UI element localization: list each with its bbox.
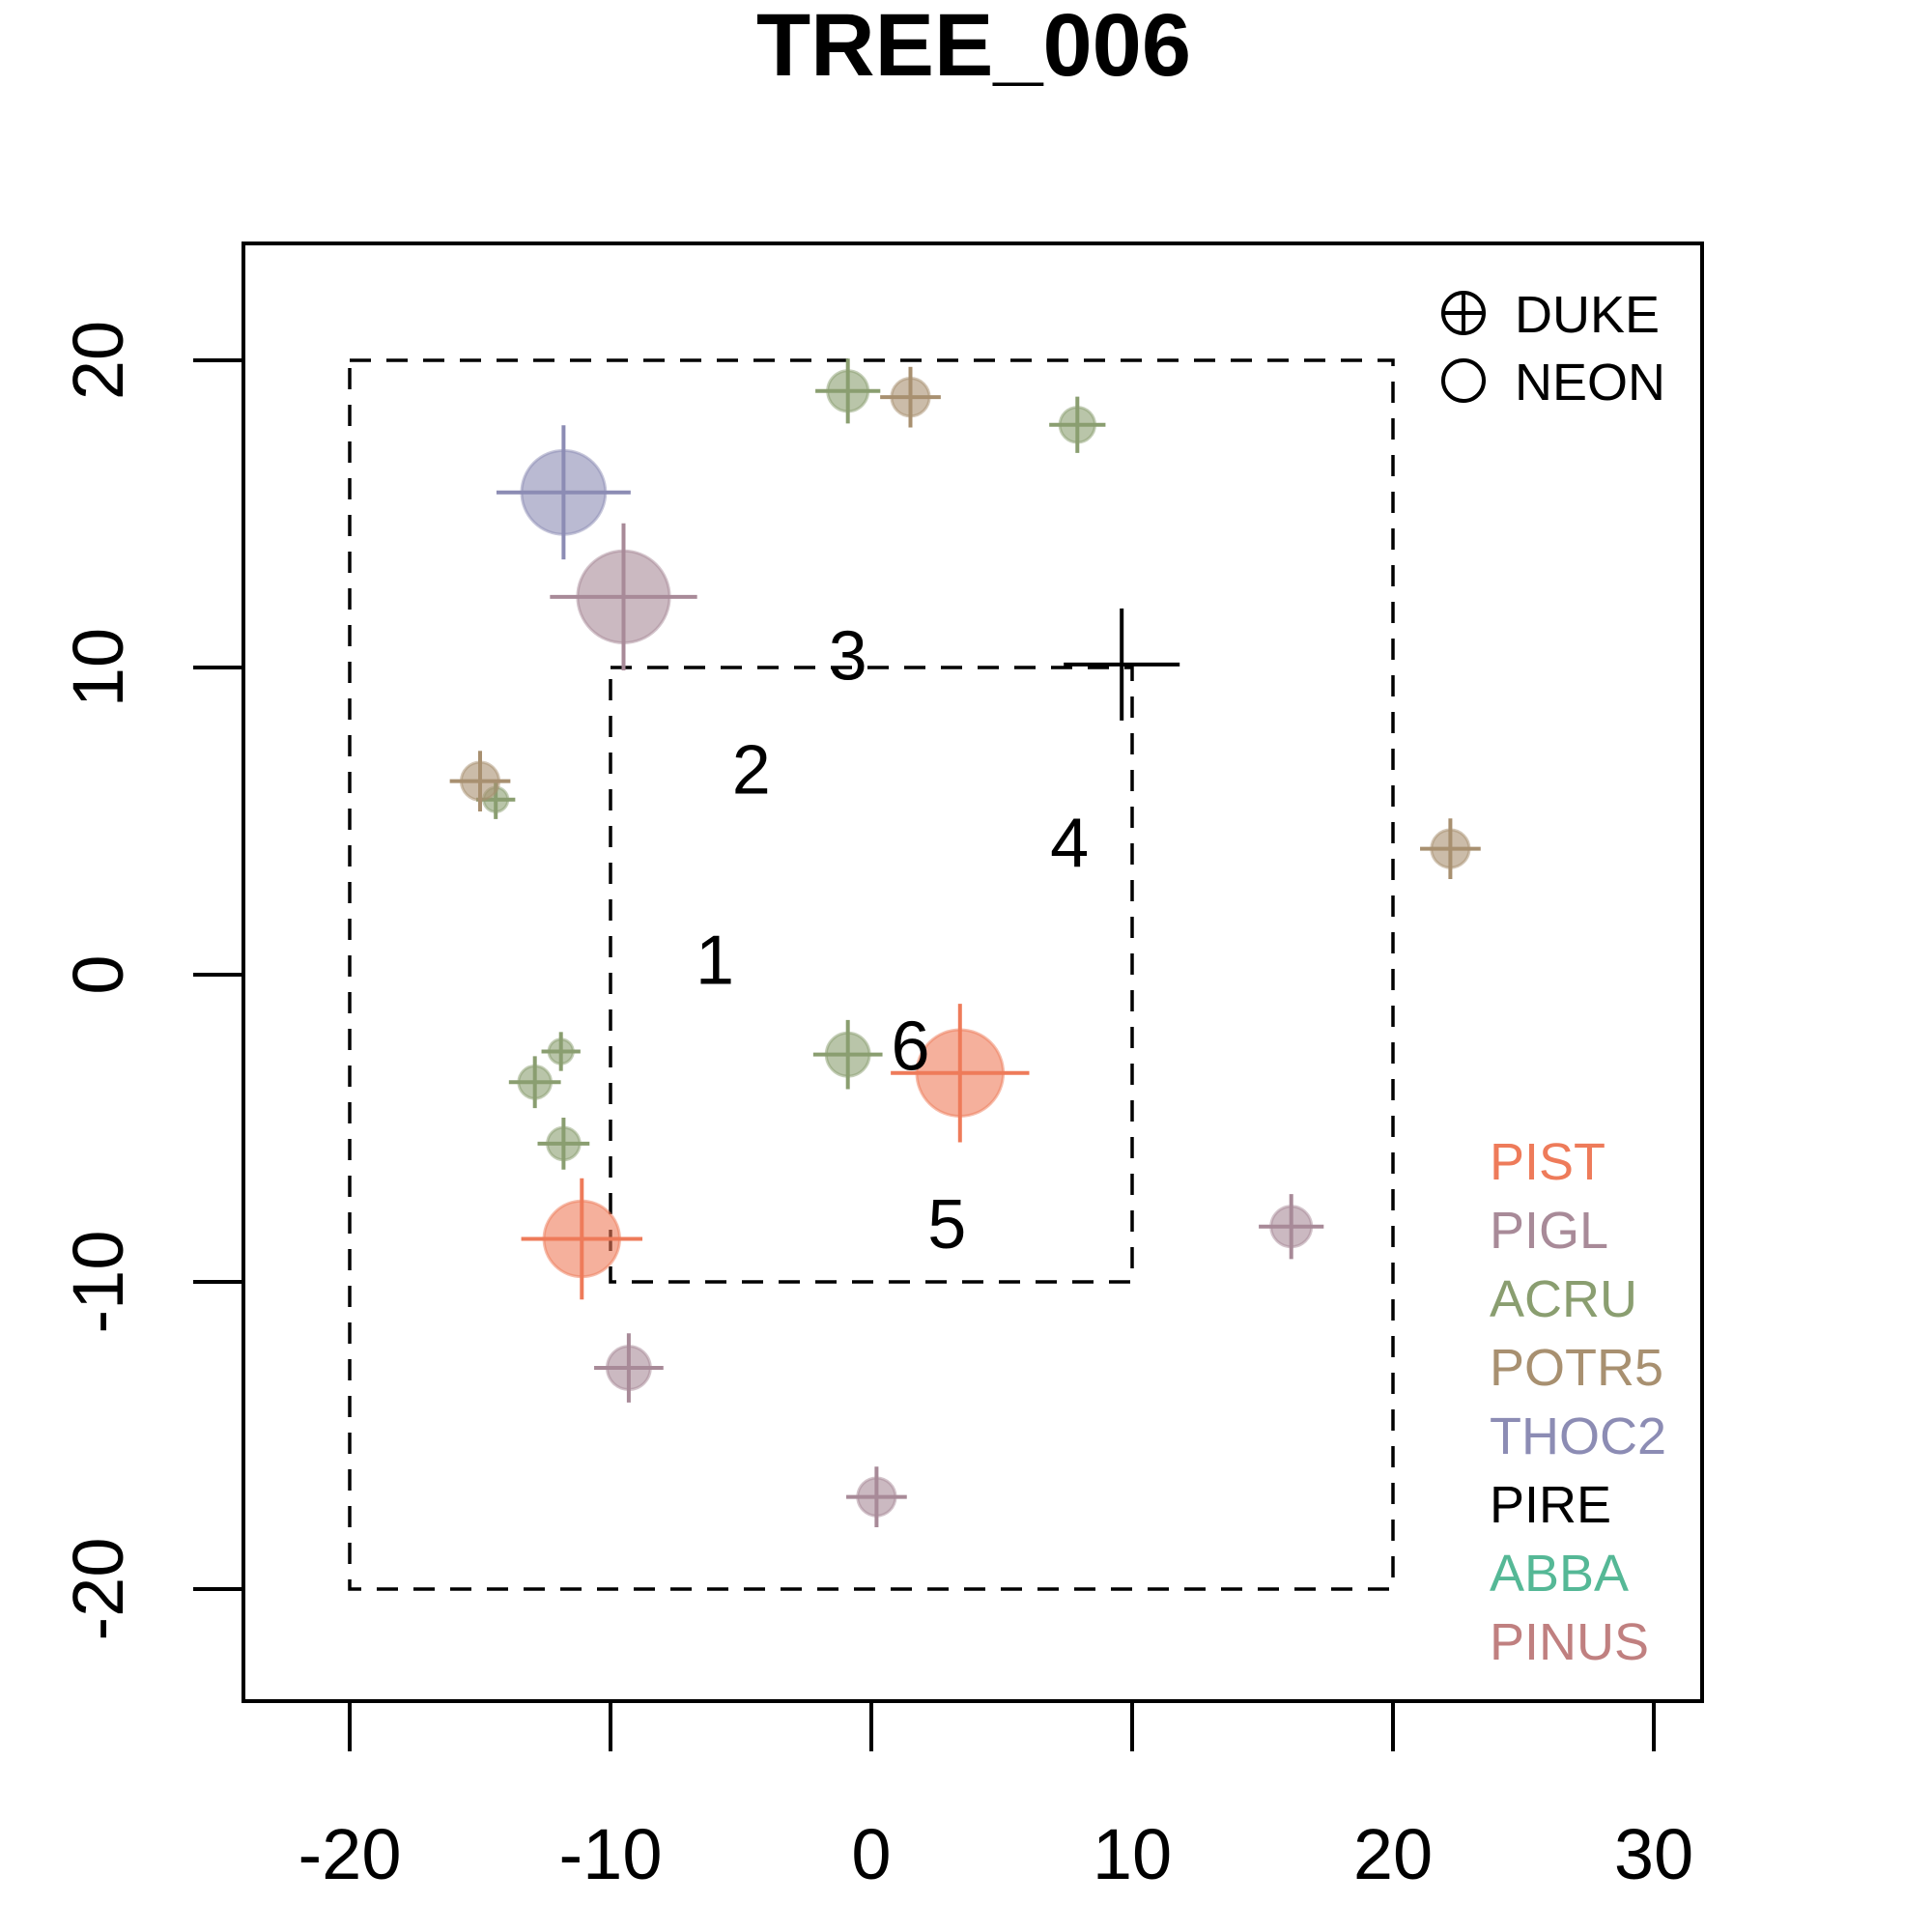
- legend-neon-label: NEON: [1515, 354, 1665, 412]
- x-tick-label: -20: [298, 1814, 402, 1894]
- legend-species-pinus: PINUS: [1490, 1613, 1649, 1671]
- legend-duke-marker-icon: [1441, 291, 1486, 335]
- plot-frame: [242, 242, 1704, 1703]
- region-label-4: 4: [1050, 806, 1089, 883]
- y-tick-label: 10: [58, 628, 138, 707]
- legend-species-pire: PIRE: [1490, 1476, 1611, 1534]
- legend-species-abba: ABBA: [1490, 1545, 1629, 1603]
- y-axis: -20 -10 0 10 20: [58, 321, 245, 1641]
- x-tick-label: 30: [1614, 1814, 1693, 1894]
- legend-species-potr5: POTR5: [1490, 1339, 1663, 1397]
- region-label-5: 5: [927, 1186, 966, 1264]
- tree-point-acru: [812, 1019, 883, 1090]
- region-label-1: 1: [696, 923, 734, 1000]
- tree-point-pigl: [550, 523, 697, 671]
- tree-point-acru: [537, 1118, 590, 1170]
- tree-point-acru: [508, 1056, 561, 1109]
- region-label-6: 6: [891, 1009, 929, 1086]
- chart-title: TREE_006: [756, 0, 1191, 95]
- tree-point-acru: [815, 358, 881, 424]
- y-tick-label: 0: [58, 954, 138, 994]
- tree-point-pist: [891, 1004, 1030, 1143]
- legend-species-thoc2: THOC2: [1490, 1407, 1666, 1465]
- legend-species-acru: ACRU: [1490, 1270, 1637, 1328]
- x-tick-label: 0: [851, 1814, 891, 1894]
- legend-neon-marker-icon: [1441, 358, 1486, 403]
- x-tick-label: -10: [559, 1814, 663, 1894]
- legend-species-pigl: PIGL: [1490, 1202, 1608, 1260]
- y-tick-label: -10: [58, 1231, 138, 1334]
- tree-point-pigl: [594, 1333, 664, 1403]
- x-axis: -20 -10 0 10 20 30: [298, 1699, 1693, 1894]
- tree-point-pigl: [846, 1466, 907, 1527]
- region-label-3: 3: [829, 618, 867, 696]
- legend-species-pist: PIST: [1490, 1133, 1605, 1191]
- tree-point-pist: [521, 1178, 643, 1300]
- tree-point-acru: [1049, 396, 1106, 453]
- tree-point-potr5: [449, 751, 511, 812]
- tree-point-acru: [541, 1032, 581, 1071]
- tree-point-potr5: [880, 366, 941, 428]
- x-tick-label: 10: [1093, 1814, 1172, 1894]
- species-legend: PIST PIGL ACRU POTR5 THOC2 PIRE ABBA PINUS: [1490, 1133, 1666, 1671]
- legend-duke-label: DUKE: [1515, 286, 1660, 344]
- tree-point-pigl: [1259, 1194, 1324, 1260]
- tree-point-thoc2: [496, 425, 631, 560]
- plot-boundary-box-1: [348, 358, 1395, 1591]
- tree-point-pire: [1064, 608, 1180, 721]
- tree-points: [449, 358, 1481, 1527]
- y-tick-label: -20: [58, 1538, 138, 1641]
- shape-legend: DUKE NEON: [1441, 286, 1665, 412]
- boundary-boxes: [348, 358, 1395, 1591]
- tree-point-potr5: [1420, 818, 1481, 879]
- y-tick-label: 20: [58, 321, 138, 400]
- region-label-2: 2: [732, 731, 771, 809]
- x-tick-label: 20: [1353, 1814, 1433, 1894]
- plot-boundary-box-2: [609, 666, 1134, 1284]
